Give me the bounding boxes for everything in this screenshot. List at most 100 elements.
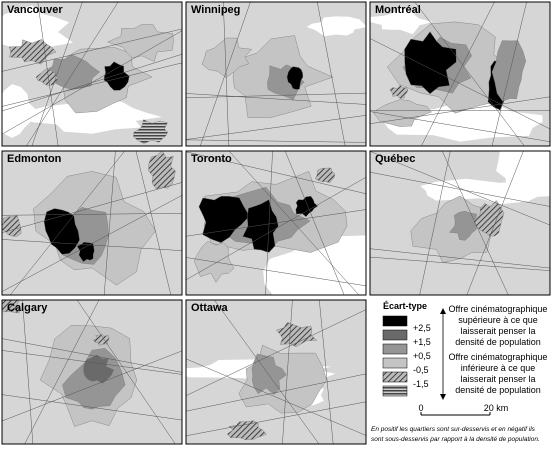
district — [43, 208, 80, 255]
frame — [369, 150, 551, 296]
district — [133, 119, 168, 144]
class-label: -1,5 — [413, 379, 429, 389]
road — [26, 2, 119, 146]
road — [2, 239, 182, 251]
map-panel: Calgary — [1, 299, 183, 445]
road — [186, 151, 366, 194]
road — [223, 2, 230, 146]
road — [186, 209, 366, 237]
road — [316, 2, 346, 146]
district — [2, 215, 22, 237]
water — [263, 235, 366, 295]
road — [2, 182, 182, 233]
road — [282, 300, 293, 444]
district — [76, 241, 95, 262]
road — [37, 2, 59, 146]
road — [186, 373, 366, 412]
scale-start: 0 — [418, 403, 423, 413]
road — [370, 151, 550, 226]
map-area — [186, 2, 366, 146]
frame — [1, 1, 183, 147]
road — [186, 177, 366, 281]
road — [228, 151, 360, 295]
footnote: En positif les quartiers sont sur-desser… — [371, 426, 536, 433]
road — [76, 300, 176, 444]
road — [370, 96, 550, 124]
road — [2, 350, 182, 422]
district — [286, 66, 304, 90]
city-label: Winnipeg — [191, 4, 240, 16]
district — [275, 322, 318, 347]
road — [2, 213, 182, 216]
district — [35, 68, 59, 86]
district — [198, 195, 250, 243]
road — [421, 2, 495, 146]
water — [14, 100, 162, 134]
road — [9, 151, 125, 295]
road — [135, 151, 172, 295]
road — [24, 300, 100, 444]
district — [103, 61, 130, 91]
road — [2, 394, 182, 421]
map-panel: Québec — [369, 150, 551, 296]
city-label: Calgary — [7, 302, 48, 314]
legend: Écart-type +2,5 +1,5 +0,5 -0,5 -1,5 Offr… — [371, 301, 547, 443]
district — [449, 210, 478, 241]
legend-title: Écart-type — [383, 301, 427, 311]
road — [186, 93, 366, 105]
district — [226, 420, 267, 441]
note: densité de population — [455, 385, 541, 395]
district — [92, 334, 110, 346]
district — [201, 37, 253, 78]
road — [214, 300, 320, 444]
swatch — [382, 343, 408, 355]
scale-end: 20 km — [484, 403, 509, 413]
city-label: Montréal — [375, 4, 421, 16]
map-panel: Ottawa — [185, 299, 367, 445]
swatch — [382, 357, 408, 369]
frame — [185, 150, 367, 296]
map-area — [370, 2, 550, 146]
note: laisserait penser la — [460, 374, 535, 384]
class-label: +2,5 — [413, 323, 431, 333]
road — [370, 248, 550, 269]
map-panel: Toronto — [185, 150, 367, 296]
map-area — [370, 151, 550, 295]
road — [491, 2, 527, 146]
frame — [369, 1, 551, 147]
map-panel: Edmonton — [1, 150, 183, 296]
frame — [1, 299, 183, 445]
map-area — [186, 300, 366, 444]
city-label: Vancouver — [7, 4, 63, 16]
note: Offre cinématographique — [449, 352, 548, 362]
road — [2, 338, 182, 373]
note: laisserait penser la — [460, 326, 535, 336]
road — [2, 28, 182, 72]
road — [370, 38, 550, 130]
swatch — [382, 329, 408, 341]
note: supérieure à ce que — [458, 315, 538, 325]
swatch — [382, 315, 408, 327]
road — [284, 151, 345, 295]
road — [319, 300, 334, 444]
road — [2, 350, 182, 375]
map-area — [2, 300, 182, 444]
road — [370, 256, 550, 271]
class-label: -0,5 — [413, 365, 429, 375]
note: Offre cinématographique — [449, 304, 548, 314]
swatch — [382, 385, 408, 397]
district — [2, 300, 21, 314]
road — [186, 139, 366, 143]
road — [200, 2, 251, 146]
frame — [185, 1, 367, 147]
district — [314, 167, 335, 183]
note: densité de population — [455, 337, 541, 347]
road — [265, 151, 273, 295]
map-area — [2, 151, 182, 295]
road — [31, 2, 83, 146]
road — [186, 115, 366, 140]
map-panel: Winnipeg — [185, 1, 367, 147]
class-label: +1,5 — [413, 337, 431, 347]
